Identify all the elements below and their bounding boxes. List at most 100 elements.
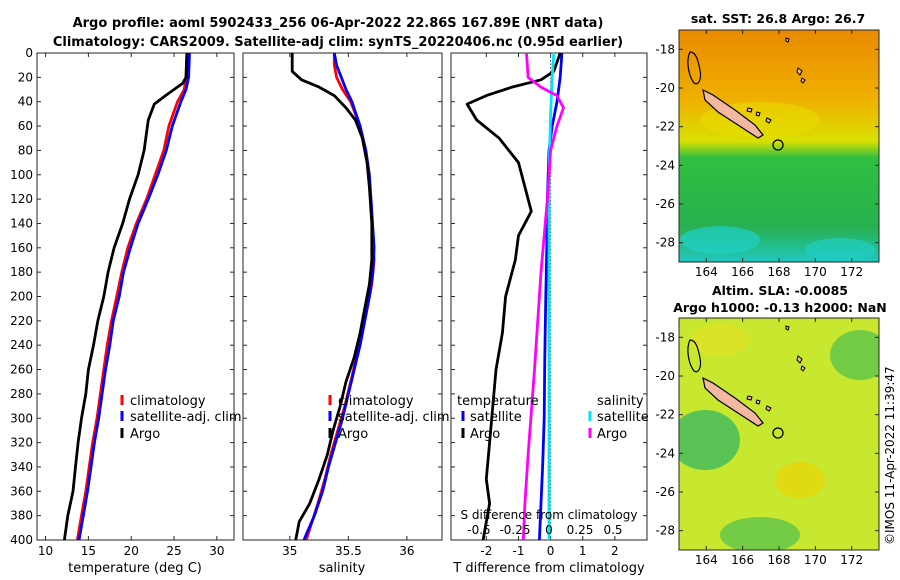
y-tick-label: 220 xyxy=(10,314,33,328)
map-x-tick-label: 170 xyxy=(804,265,827,279)
sla-low-anomaly xyxy=(720,517,800,550)
difference-xlabel-temperature: T difference from climatology xyxy=(452,561,645,576)
y-tick-label: 40 xyxy=(18,95,33,109)
legend-sal-satellite-label: satellite xyxy=(597,410,649,425)
y-tick-label: 100 xyxy=(10,168,33,182)
y-tick-label: 380 xyxy=(10,509,33,523)
map-x-tick-label: 166 xyxy=(731,553,754,567)
sst-cool-patch xyxy=(680,226,760,254)
difference-legend: temperature satellite Argo salinity sate… xyxy=(457,394,649,442)
x-tick-label: 15 xyxy=(81,544,96,558)
legend-sal-argo-label: Argo xyxy=(597,427,627,442)
salinity-xlabel: salinity xyxy=(319,561,366,576)
temperature-panel: 0 20 40 60 80 100 120 140 160 180 200 220 240 260 280 3… xyxy=(10,46,242,576)
y-tick-label: 180 xyxy=(10,265,33,279)
sst-map: sat. SST: 26.8 Argo: 26.7 164 166 168 170 17… xyxy=(655,11,880,279)
title-line-2: Climatology: CARS2009. Satellite-adj cli… xyxy=(53,35,623,50)
y-tick-label: 80 xyxy=(18,143,33,157)
y-tick-label: 300 xyxy=(10,411,33,425)
y-tick-label: 400 xyxy=(10,533,33,547)
map-x-tick-label: 168 xyxy=(768,553,791,567)
sla-low-anomaly xyxy=(679,410,740,470)
imos-watermark: ©IMOS 11-Apr-2022 11:39:47 xyxy=(883,366,897,545)
map-y-tick-label: -28 xyxy=(655,236,675,250)
sst-cool-patch xyxy=(805,238,875,262)
x-tick-label: 30 xyxy=(209,544,224,558)
difference-xlabel-salinity: S difference from climatology xyxy=(461,508,638,522)
map-y-tick-label: -28 xyxy=(655,524,675,538)
x-tick-label: 35 xyxy=(282,544,297,558)
x-tick-label: 1 xyxy=(579,544,587,558)
temperature-legend: climatology satellite-adj. clim Argo xyxy=(120,394,242,442)
loyalty-islands xyxy=(746,395,772,412)
y-tick-label: 360 xyxy=(10,484,33,498)
map-x-tick-label: 170 xyxy=(804,553,827,567)
salinity-x-ticks: 35 35.5 36 xyxy=(282,53,415,558)
s-diff-tick-label: 0 xyxy=(545,523,553,537)
s-diff-tick-label: 0.5 xyxy=(603,523,622,537)
y-tick-label: 120 xyxy=(10,192,33,206)
s-diff-tick-label: -0.25 xyxy=(499,523,530,537)
reef-outline xyxy=(687,51,702,85)
sla-map-title-line-2: Argo h1000: -0.13 h2000: NaN xyxy=(673,300,887,315)
reef-outline xyxy=(687,339,702,373)
map-x-tick-label: 172 xyxy=(840,553,863,567)
legend-temp-satellite-label: satellite xyxy=(470,410,522,425)
x-tick-label: 36 xyxy=(399,544,414,558)
map-y-tick-label: -24 xyxy=(655,158,675,172)
sla-map: Altim. SLA: -0.0085 Argo h1000: -0.13 h2… xyxy=(655,283,887,567)
new-caledonia-land xyxy=(702,376,764,427)
sst-y-ticks: -18 -20 -22 -24 -26 -28 xyxy=(655,42,879,250)
map-x-tick-label: 166 xyxy=(731,265,754,279)
sst-x-ticks: 164 166 168 170 172 xyxy=(695,30,863,279)
y-tick-label: 260 xyxy=(10,363,33,377)
map-y-tick-label: -24 xyxy=(655,446,675,460)
legend-salinity-heading: salinity xyxy=(597,394,644,409)
temperature-y-ticks: 0 20 40 60 80 100 120 140 160 180 200 220 240 260 280 3… xyxy=(10,46,234,547)
map-x-tick-label: 168 xyxy=(768,265,791,279)
temperature-xlabel: temperature (deg C) xyxy=(68,561,202,576)
x-tick-label: 10 xyxy=(38,544,53,558)
sla-x-ticks: 164 166 168 170 172 xyxy=(695,318,863,567)
series-line-satellite-adj-clim xyxy=(302,52,376,541)
map-y-tick-label: -20 xyxy=(655,369,675,383)
salinity-lines xyxy=(290,52,376,541)
salinity-y-ticks xyxy=(243,52,442,541)
map-x-tick-label: 164 xyxy=(695,553,718,567)
new-caledonia-land xyxy=(702,88,764,139)
map-y-tick-label: -22 xyxy=(655,120,675,134)
x-tick-label: -1 xyxy=(512,544,524,558)
map-x-tick-label: 172 xyxy=(840,265,863,279)
map-y-tick-label: -18 xyxy=(655,330,675,344)
map-x-tick-label: 164 xyxy=(695,265,718,279)
difference-lines xyxy=(465,52,565,541)
loyalty-islands xyxy=(746,107,772,124)
s-diff-tick-label: -0.5 xyxy=(467,523,490,537)
sla-map-title-line-1: Altim. SLA: -0.0085 xyxy=(712,283,848,298)
argo-position-marker xyxy=(772,427,784,439)
series-line-climatology xyxy=(75,52,189,541)
map-y-tick-label: -20 xyxy=(655,81,675,95)
temperature-x-ticks: 10 15 20 25 30 xyxy=(38,53,225,558)
s-diff-tick-label: 0.25 xyxy=(567,523,594,537)
x-tick-label: 25 xyxy=(166,544,181,558)
title-line-1: Argo profile: aoml 5902433_256 06-Apr-20… xyxy=(73,16,604,31)
argo-position-marker xyxy=(772,139,784,151)
x-tick-label: 0 xyxy=(547,544,555,558)
temperature-axes-box xyxy=(36,52,235,541)
salinity-panel: 35 35.5 36 salinity climatology satellite-… xyxy=(242,52,450,576)
x-tick-label: 20 xyxy=(124,544,139,558)
map-y-tick-label: -26 xyxy=(655,197,675,211)
map-y-tick-label: -18 xyxy=(655,42,675,56)
salinity-difference-ticks: -0.5 -0.25 0 0.25 0.5 xyxy=(467,523,622,537)
y-tick-label: 280 xyxy=(10,387,33,401)
legend-temperature-heading: temperature xyxy=(457,394,539,409)
y-tick-label: 0 xyxy=(25,46,33,60)
vanuatu-islands xyxy=(785,37,806,84)
series-line-satellite-adj-clim xyxy=(77,52,191,541)
difference-y-ticks xyxy=(451,52,647,541)
sla-high-anomaly xyxy=(690,324,750,356)
y-tick-label: 320 xyxy=(10,436,33,450)
salinity-axes-box xyxy=(242,52,443,541)
